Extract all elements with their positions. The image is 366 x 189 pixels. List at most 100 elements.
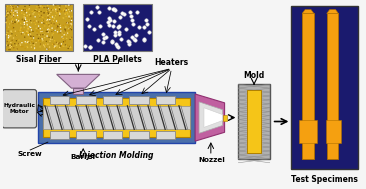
Point: [44, 30, 49, 33]
Point: [27, 26, 33, 29]
Bar: [50, 131, 70, 139]
Point: [68, 19, 74, 22]
Point: [27, 41, 33, 44]
Point: [67, 27, 73, 30]
Point: [23, 42, 29, 45]
Point: [63, 4, 69, 7]
Point: [123, 28, 129, 31]
Point: [45, 31, 51, 34]
Point: [5, 30, 11, 33]
Point: [18, 22, 23, 25]
Point: [7, 44, 12, 47]
Point: [31, 48, 37, 51]
Bar: [299, 119, 317, 143]
Point: [57, 7, 63, 10]
Point: [33, 8, 39, 11]
Point: [8, 11, 14, 14]
Bar: [103, 96, 123, 104]
Point: [39, 37, 45, 40]
Point: [63, 26, 69, 29]
Point: [49, 36, 55, 39]
Point: [3, 19, 9, 22]
Point: [42, 43, 48, 46]
Point: [60, 31, 66, 34]
Point: [36, 40, 42, 43]
Point: [141, 39, 147, 42]
Point: [39, 37, 45, 40]
Point: [10, 18, 15, 21]
Point: [22, 10, 28, 13]
Point: [64, 21, 70, 24]
Point: [50, 19, 56, 22]
Point: [131, 38, 137, 41]
Point: [63, 43, 68, 46]
Bar: [291, 6, 358, 169]
Point: [21, 21, 27, 24]
Point: [67, 38, 73, 41]
Point: [4, 9, 10, 12]
Point: [6, 42, 12, 45]
Point: [62, 40, 68, 43]
Point: [62, 34, 68, 37]
Point: [3, 15, 9, 18]
Point: [19, 24, 25, 27]
Point: [82, 45, 88, 48]
Point: [53, 44, 59, 47]
Point: [60, 44, 66, 47]
Point: [49, 8, 55, 11]
Point: [51, 29, 57, 32]
Point: [68, 20, 74, 23]
Point: [37, 11, 42, 14]
Point: [45, 4, 51, 7]
Point: [44, 19, 49, 22]
Point: [24, 14, 30, 17]
Point: [146, 30, 152, 33]
Point: [18, 31, 24, 34]
Point: [112, 30, 118, 33]
Point: [51, 46, 57, 49]
Point: [37, 39, 43, 42]
Text: Screw: Screw: [18, 151, 42, 157]
Point: [34, 29, 40, 33]
Text: Test Specimens: Test Specimens: [291, 174, 358, 184]
Point: [22, 19, 27, 22]
Point: [54, 26, 60, 29]
Text: Heaters: Heaters: [154, 57, 188, 67]
Point: [10, 22, 16, 25]
Point: [65, 12, 71, 15]
Point: [13, 6, 19, 9]
Point: [36, 39, 42, 42]
Point: [8, 44, 14, 47]
Point: [19, 32, 25, 35]
Point: [36, 31, 42, 34]
Point: [33, 41, 39, 44]
Point: [91, 27, 97, 30]
Point: [40, 16, 46, 19]
Point: [36, 13, 42, 16]
Point: [46, 36, 52, 39]
Point: [107, 18, 113, 21]
Point: [22, 47, 28, 50]
Point: [49, 15, 55, 19]
Point: [36, 20, 41, 23]
Point: [21, 26, 27, 29]
Point: [44, 30, 49, 33]
Point: [15, 38, 21, 41]
Point: [59, 36, 65, 39]
Point: [14, 18, 19, 21]
Point: [67, 10, 73, 13]
Point: [8, 9, 14, 12]
Point: [128, 15, 134, 18]
Point: [6, 39, 12, 42]
Point: [38, 43, 44, 46]
Bar: [5, 4, 73, 51]
Point: [12, 9, 18, 12]
Point: [44, 48, 50, 51]
Point: [24, 18, 30, 21]
Point: [7, 48, 13, 51]
Point: [31, 36, 37, 40]
Text: Sisal Fiber: Sisal Fiber: [16, 55, 62, 64]
Point: [34, 5, 40, 8]
Bar: [43, 98, 190, 137]
Point: [66, 24, 71, 27]
